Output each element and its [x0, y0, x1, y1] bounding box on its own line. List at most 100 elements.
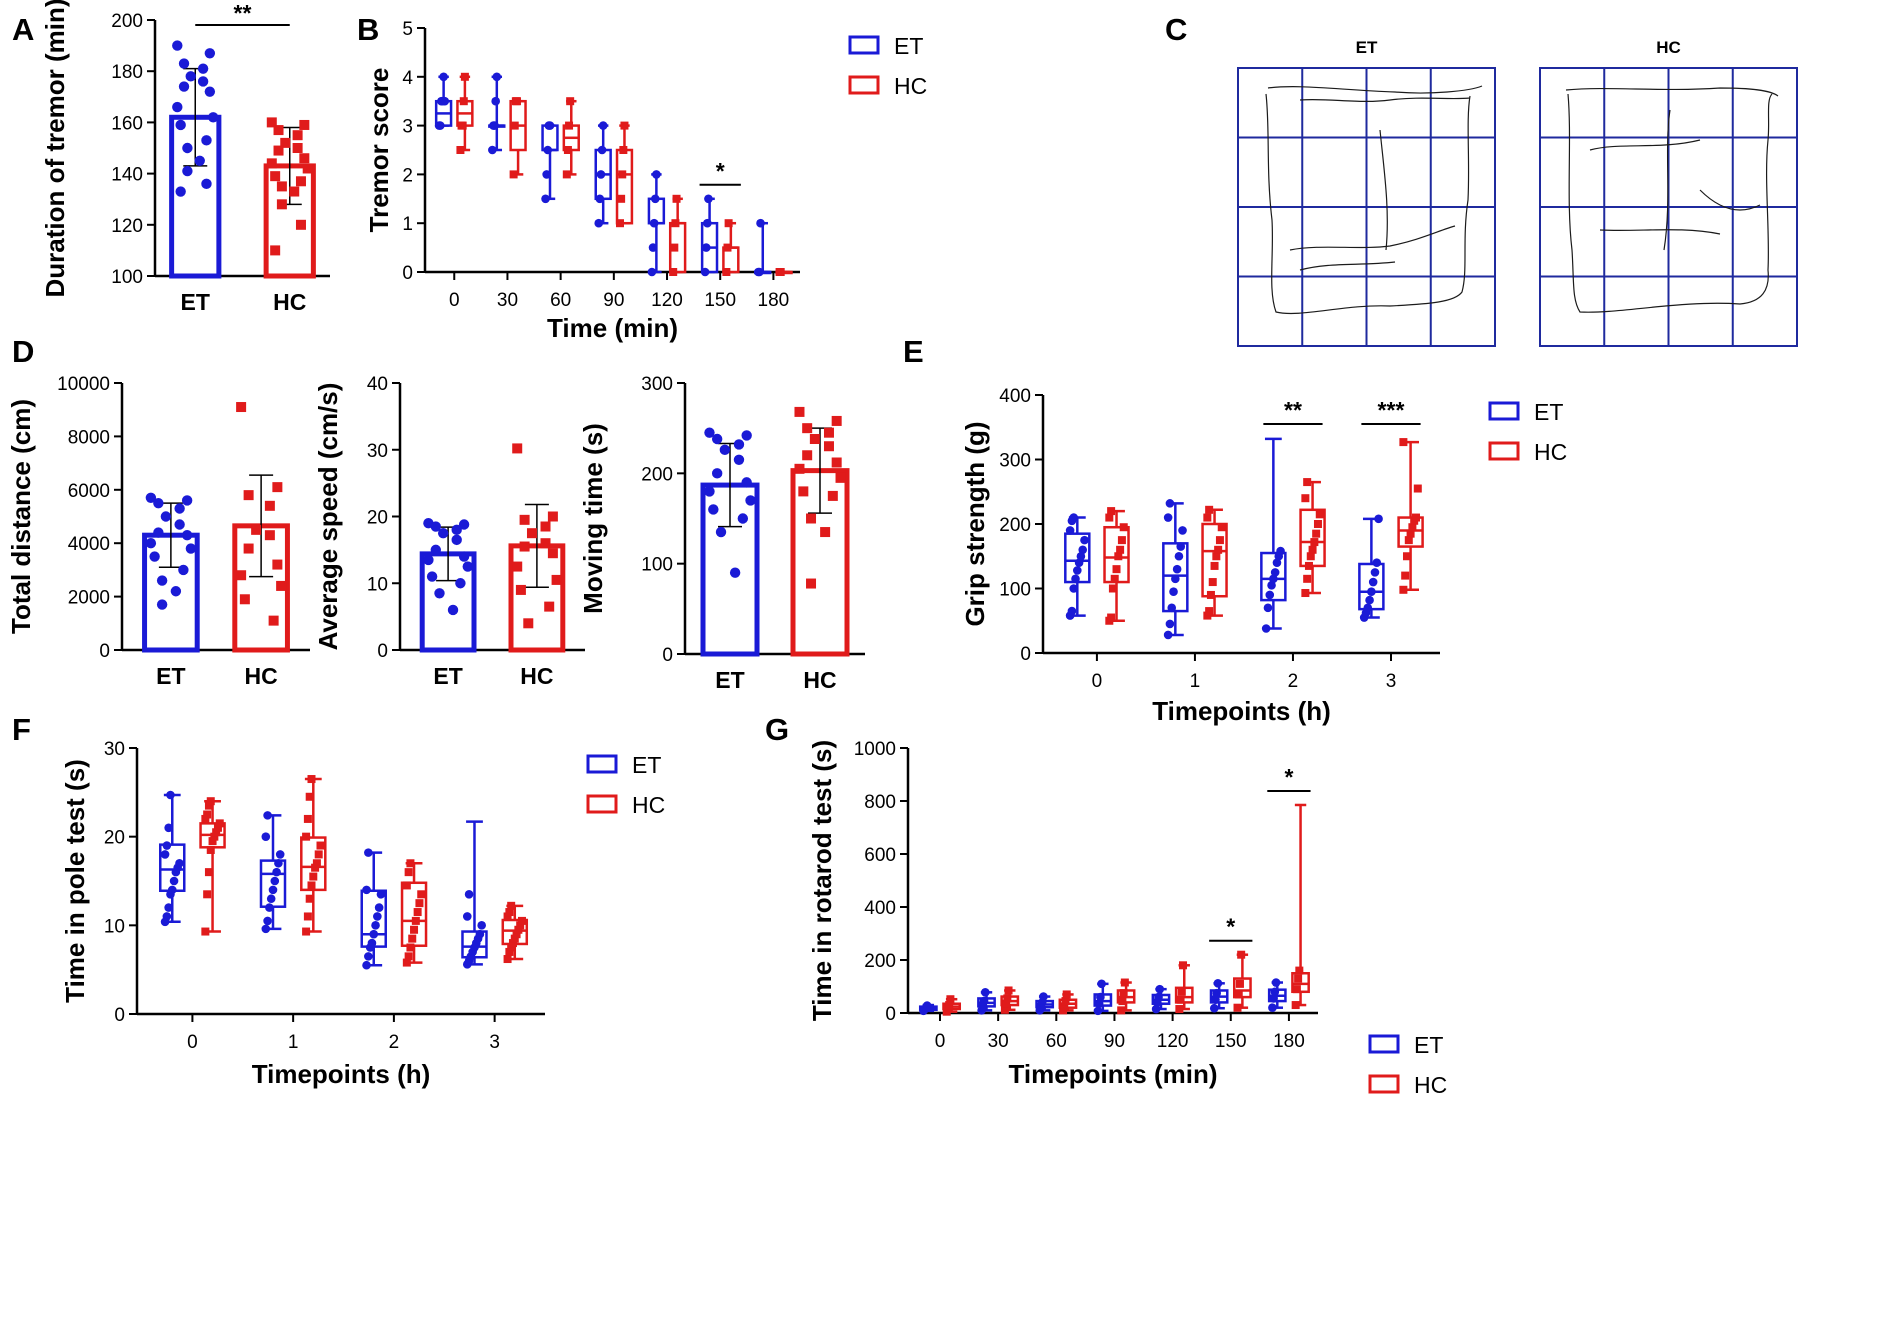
data-point-et: [175, 186, 186, 197]
data-point-et: [708, 504, 719, 515]
x-axis-title: Timepoints (h): [252, 1059, 431, 1089]
data-point-hc: [1310, 538, 1319, 547]
data-point-hc: [203, 810, 212, 819]
y-tick-label: 30: [367, 441, 388, 462]
data-point-hc: [1205, 505, 1214, 514]
data-point-et: [1096, 992, 1105, 1002]
data-point-hc: [415, 899, 424, 908]
data-point-et: [733, 439, 745, 450]
data-point-hc: [1404, 536, 1413, 545]
data-point-hc: [671, 219, 680, 228]
data-point-et: [439, 72, 448, 82]
data-point-et: [1154, 992, 1163, 1002]
data-point-et: [172, 40, 183, 51]
data-point-et: [648, 243, 658, 252]
legend-label-hc: HC: [632, 792, 665, 818]
data-point-et: [272, 867, 281, 877]
data-point-hc: [1402, 552, 1411, 561]
data-point-hc: [239, 594, 250, 605]
data-point-hc: [210, 832, 219, 841]
data-point-et: [156, 599, 168, 610]
data-point-hc: [295, 176, 306, 187]
data-point-et: [440, 96, 450, 106]
data-point-hc: [835, 472, 846, 483]
panel-d-total-distance: 0 2000 4000 6000 8000 10000 Total distance (cm…: [6, 334, 310, 689]
data-point-hc: [402, 881, 411, 890]
data-point-et: [373, 912, 382, 921]
x-tick-label: 30: [988, 1031, 1009, 1052]
data-point-et: [1074, 558, 1084, 567]
data-point-hc: [295, 219, 306, 230]
data-point-et: [1178, 526, 1187, 535]
data-point-et: [545, 121, 555, 130]
data-point-hc: [236, 570, 247, 581]
legend-swatch-et: [1368, 1034, 1400, 1054]
data-point-hc: [215, 819, 224, 828]
data-point-et: [1155, 984, 1165, 994]
y-tick-label: 300: [641, 374, 673, 395]
data-point-hc: [540, 521, 551, 532]
data-point-et: [711, 468, 723, 479]
data-point-et: [1269, 994, 1278, 1003]
data-point-hc: [1212, 552, 1221, 561]
data-point-hc: [404, 952, 413, 961]
data-point-hc: [305, 894, 314, 903]
data-point-et: [458, 519, 470, 530]
data-point-hc: [1301, 494, 1310, 503]
data-point-hc: [1208, 578, 1217, 587]
data-point-hc: [547, 548, 558, 559]
data-point-hc: [723, 243, 732, 252]
x-tick-label: 3: [1386, 671, 1397, 692]
data-point-hc: [512, 561, 523, 572]
data-point-hc: [1413, 484, 1422, 493]
data-point-hc: [802, 450, 813, 461]
data-point-hc: [251, 524, 262, 535]
data-point-hc: [264, 500, 275, 511]
data-point-hc: [509, 170, 518, 179]
panel-f-pole-test: 0 10 20 30 Time in pole test (s) F 0 1 2 3 Timepoi…: [12, 712, 665, 1089]
data-point-et: [169, 876, 179, 886]
data-point-et: [1078, 545, 1088, 555]
arena-hc: HC: [1539, 38, 1798, 347]
y-tick-label: 6000: [68, 481, 110, 502]
data-point-hc: [514, 925, 523, 934]
data-point-et: [164, 903, 173, 912]
data-point-hc: [204, 868, 213, 877]
data-point-et: [263, 811, 272, 820]
significance-label: **: [234, 0, 252, 26]
data-point-et: [755, 267, 764, 277]
data-point-hc: [213, 823, 222, 832]
data-point-hc: [1303, 574, 1312, 583]
arena-title: HC: [1656, 38, 1681, 57]
data-point-et: [268, 885, 278, 895]
y-tick-label: 40: [367, 374, 388, 395]
data-point-et: [1176, 542, 1186, 551]
y-axis-title: Moving time (s): [578, 423, 608, 614]
legend-swatch-hc: [1488, 441, 1520, 461]
data-point-et: [704, 194, 713, 204]
data-point-hc: [1062, 990, 1071, 999]
data-point-hc: [551, 574, 562, 585]
data-point-hc: [311, 863, 320, 872]
legend-swatch-et: [1488, 401, 1520, 421]
data-point-hc: [1399, 585, 1408, 594]
data-point-hc: [272, 482, 283, 493]
data-point-hc: [307, 775, 316, 784]
data-point-et: [162, 841, 172, 850]
data-point-hc: [1401, 571, 1410, 580]
arena-et: ET: [1237, 38, 1496, 347]
data-point-et: [980, 988, 990, 997]
data-point-hc: [510, 934, 519, 943]
data-point-et: [1365, 595, 1374, 605]
x-axis-title: Timepoints (h): [1152, 696, 1331, 726]
data-point-et: [178, 81, 190, 92]
data-point-hc: [806, 578, 817, 589]
data-point-hc: [458, 121, 467, 130]
data-point-et: [181, 495, 193, 506]
data-point-hc: [1176, 995, 1185, 1004]
data-point-hc: [505, 908, 514, 917]
data-point-hc: [273, 145, 284, 156]
data-point-hc: [273, 125, 284, 136]
x-tick-label: 60: [1046, 1031, 1067, 1052]
data-point-hc: [523, 618, 534, 629]
